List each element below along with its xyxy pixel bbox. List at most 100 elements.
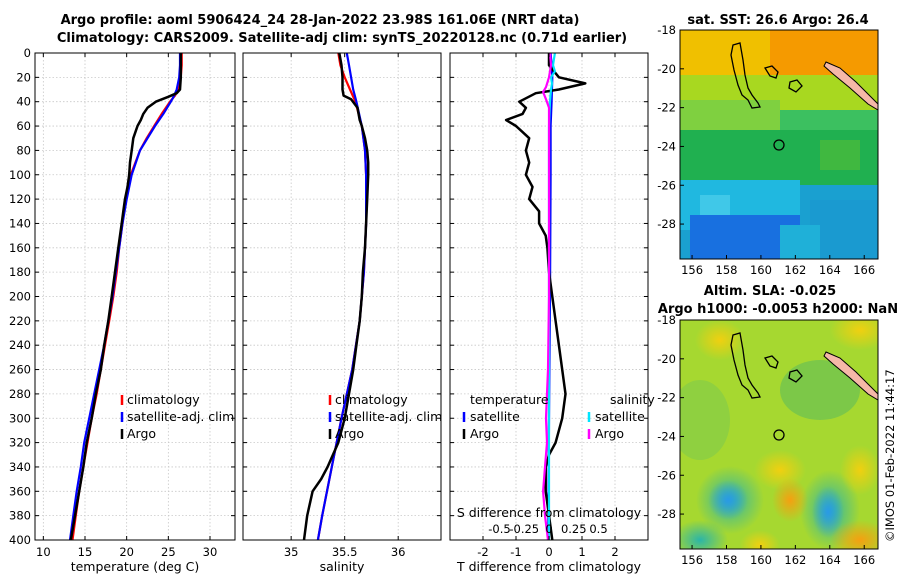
sst-ytick-label: -18: [657, 23, 676, 37]
temp-legend-label: climatology: [127, 392, 200, 407]
diff-xtick-label: 2: [611, 545, 618, 559]
salinity-panel: 35 35.5 36 salinity climatology satellite-adj…: [242, 52, 442, 574]
sla-xtick-label: 160: [750, 553, 772, 567]
sst-xtick-label: 160: [750, 263, 772, 277]
temp-ytick-label: 280: [9, 387, 31, 401]
sst-ytick-label: -22: [657, 101, 676, 115]
sla-map-field: [680, 320, 878, 549]
temp-ytick-label: 260: [9, 363, 31, 377]
temp-ytick-label: 200: [9, 290, 31, 304]
sla-xtick-label: 162: [784, 553, 806, 567]
temp-ytick-label: 220: [9, 314, 31, 328]
diff-legend-salinity-title: salinity: [610, 392, 655, 407]
temp-ytick-label: 80: [16, 143, 31, 157]
diff-xlabel: T difference from climatology: [456, 559, 642, 574]
diff-series-t-argo: [504, 53, 587, 541]
temp-xtick-label: 20: [119, 545, 134, 559]
temp-xtick-label: 15: [78, 545, 93, 559]
temp-ytick-label: 60: [16, 119, 31, 133]
sal-xtick-label: 36: [391, 545, 406, 559]
diff-legend-temperature-title: temperature: [470, 392, 549, 407]
diff-secondary-tick-label: -0.25: [509, 522, 539, 536]
diff-secondary-axis-label: S difference from climatology: [457, 505, 642, 520]
sla-map-frame: [679, 319, 879, 550]
temp-ytick-label: 360: [9, 484, 31, 498]
sla-ytick-label: -26: [657, 468, 676, 482]
diff-series-s-argo: [541, 52, 553, 541]
sst-xtick-label: 164: [819, 263, 841, 277]
sal-xtick-label: 35: [284, 545, 299, 559]
sst-ytick-label: -24: [657, 139, 676, 153]
difference-panel: -2 -1 0 1 2T difference from climatology temp…: [449, 52, 655, 574]
temp-ytick-label: 100: [9, 168, 31, 182]
temp-plot-area: [35, 53, 235, 540]
sla-ytick-label: -20: [657, 352, 676, 366]
sst-map: sat. SST: 26.6 Argo: 26.4 156 158 160 162 16: [657, 13, 879, 277]
temp-legend-label: Argo: [127, 426, 156, 441]
temp-ytick-label: 140: [9, 216, 31, 230]
sal-legend-label: climatology: [335, 392, 408, 407]
sla-coastline: [730, 332, 803, 441]
temp-legend-label: satellite-adj. clim: [127, 409, 234, 424]
temp-ytick-label: 380: [9, 509, 31, 523]
temp-ytick-label: 120: [9, 192, 31, 206]
diff-secondary-tick-label: 0.25: [561, 522, 587, 536]
temp-ytick-label: 300: [9, 411, 31, 425]
sla-map-title-line2: Argo h1000: -0.0053 h2000: NaN: [658, 302, 898, 317]
sal-xtick-label: 35.5: [332, 545, 358, 559]
temp-ytick-label: 180: [9, 265, 31, 279]
temp-ytick-label: 40: [16, 95, 31, 109]
diff-secondary-tick-label: 0.5: [589, 522, 607, 536]
sst-coastline: [730, 42, 803, 151]
sla-xtick-label: 158: [716, 553, 738, 567]
diff-legend-label: satellite: [470, 409, 520, 424]
diff-legend-label: satellite: [595, 409, 645, 424]
temp-ytick-label: 20: [16, 70, 31, 84]
temp-ytick-label: 340: [9, 460, 31, 474]
sla-xtick-label: 164: [819, 553, 841, 567]
sla-map-axes: 156 158 160 162 164 166 -18 -20 -22 -24 -26 -28: [657, 313, 875, 567]
diff-xtick-label: 1: [578, 545, 585, 559]
sla-ytick-label: -22: [657, 391, 676, 405]
temp-ytick-label: 0: [24, 46, 31, 60]
sst-ytick-label: -26: [657, 178, 676, 192]
sla-map-title-line1: Altim. SLA: -0.025: [704, 284, 836, 299]
temp-ytick-label: 320: [9, 436, 31, 450]
diff-legend-label: Argo: [595, 426, 624, 441]
sal-legend-label: Argo: [335, 426, 364, 441]
sal-series-argo: [302, 52, 370, 541]
diff-secondary-tick-label: 0: [545, 522, 552, 536]
footer-timestamp: ©IMOS 01-Feb-2022 11:44:17: [883, 369, 897, 542]
diff-secondary-tick-label: -0.5: [488, 522, 510, 536]
sst-ytick-label: -20: [657, 62, 676, 76]
temp-series-argo: [69, 53, 183, 541]
temp-ytick-label: 400: [9, 533, 31, 547]
sal-xlabel: salinity: [320, 559, 365, 574]
diff-xtick-label: -1: [510, 545, 521, 559]
diff-xtick-label: 0: [545, 545, 552, 559]
temp-ytick-label: 160: [9, 241, 31, 255]
sst-xtick-label: 156: [681, 263, 703, 277]
sst-map-field: [680, 30, 878, 259]
figure-title-line1: Argo profile: aoml 5906424_24 28-Jan-202…: [61, 13, 580, 28]
temp-xtick-label: 10: [36, 545, 51, 559]
figure-title-line2: Climatology: CARS2009. Satellite-adj cli…: [57, 31, 627, 46]
diff-legend-label: Argo: [470, 426, 499, 441]
sst-map-title: sat. SST: 26.6 Argo: 26.4: [687, 13, 868, 28]
sla-ytick-label: -28: [657, 507, 676, 521]
sst-xtick-label: 166: [853, 263, 875, 277]
sla-xtick-label: 166: [853, 553, 875, 567]
temp-ytick-label: 240: [9, 338, 31, 352]
sst-ytick-label: -28: [657, 217, 676, 231]
sst-xtick-label: 162: [784, 263, 806, 277]
sla-xtick-label: 156: [681, 553, 703, 567]
sla-ytick-label: -24: [657, 429, 676, 443]
temp-xlabel: temperature (deg C): [71, 559, 200, 574]
temp-xtick-label: 30: [203, 545, 218, 559]
sal-legend-label: satellite-adj. clim: [335, 409, 442, 424]
diff-xtick-label: -2: [477, 545, 488, 559]
sst-map-axes: 156 158 160 162 164 166 -18 -20 -22 -24 -26 -28: [657, 23, 875, 277]
sst-map-frame: [679, 29, 879, 260]
